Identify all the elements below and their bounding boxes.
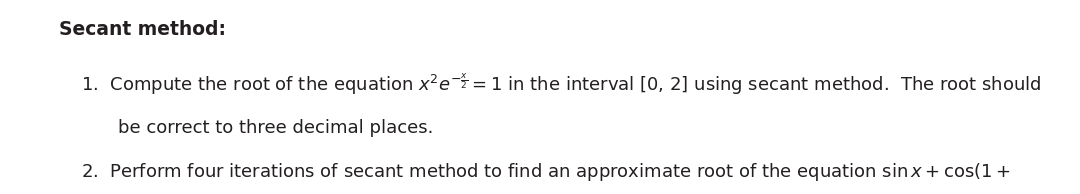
Text: Secant method:: Secant method:: [59, 20, 227, 39]
Text: 1.  Compute the root of the equation $x^{2}e^{-\frac{x}{2}} = 1$ in the interval: 1. Compute the root of the equation $x^{…: [81, 72, 1041, 97]
Text: be correct to three decimal places.: be correct to three decimal places.: [118, 119, 433, 137]
Text: 2.  Perform four iterations of secant method to find an approximate root of the : 2. Perform four iterations of secant met…: [81, 161, 1011, 183]
